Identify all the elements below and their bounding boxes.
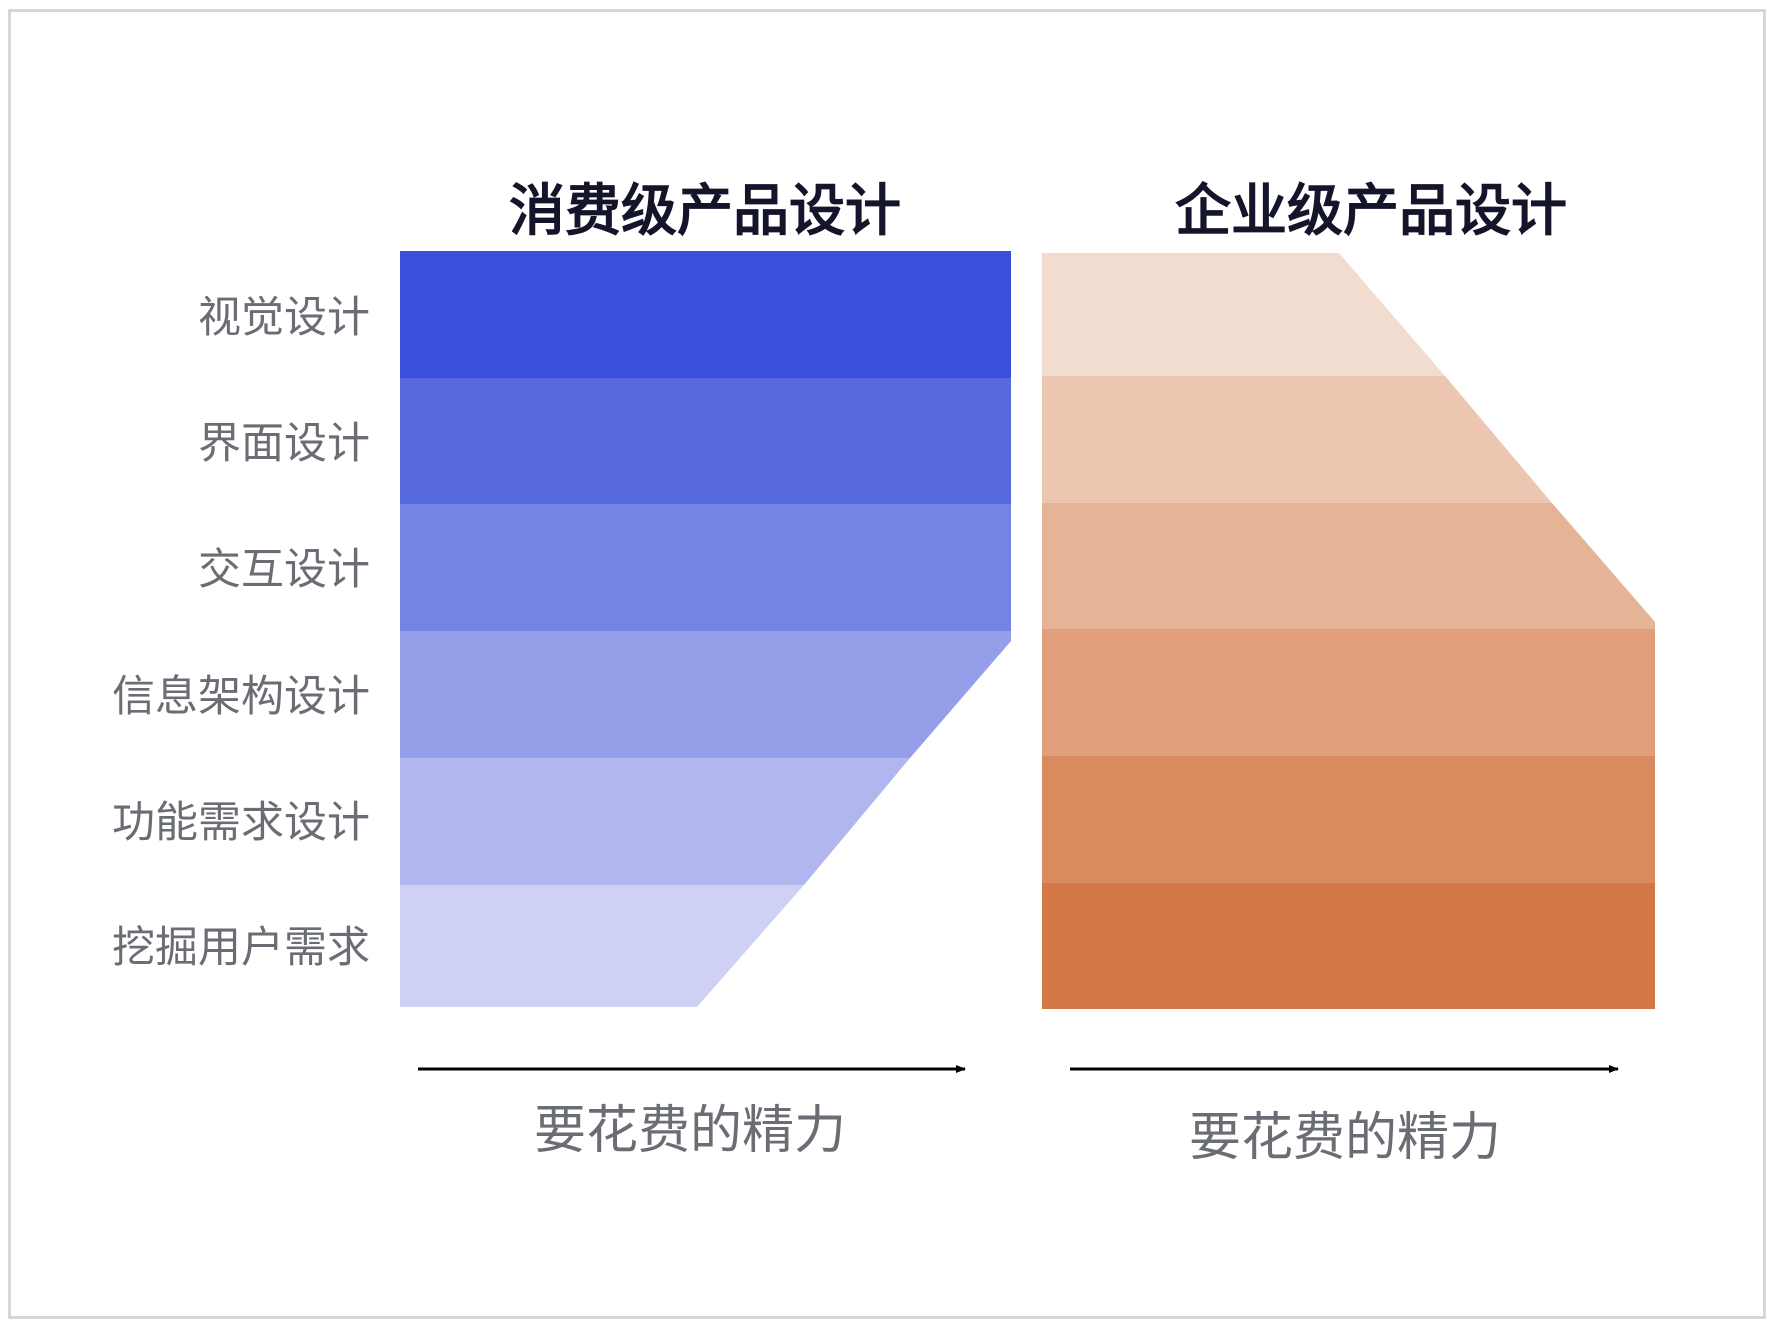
consumer-band-ui-design: [400, 378, 1011, 504]
enterprise-band-ui-design: [1042, 376, 1552, 503]
enterprise-axis-label: 要花费的精力: [1189, 1108, 1501, 1168]
enterprise-band-information-architecture: [1042, 629, 1655, 756]
consumer-panel: 消费级产品设计 要花费的精力: [400, 179, 1011, 1161]
consumer-axis-label: 要花费的精力: [534, 1101, 846, 1161]
row-label-user-needs: 挖掘用户需求: [112, 923, 370, 973]
row-label-functional-requirements: 功能需求设计: [112, 798, 370, 848]
enterprise-panel-title: 企业级产品设计: [1175, 179, 1567, 244]
consumer-band-user-needs: [400, 885, 804, 1007]
enterprise-band-functional-requirements: [1042, 756, 1655, 883]
row-label-visual-design: 视觉设计: [198, 293, 370, 343]
row-labels: 视觉设计 界面设计 交互设计 信息架构设计 功能需求设计 挖掘用户需求: [112, 293, 370, 973]
enterprise-band-user-needs: [1042, 883, 1655, 1009]
row-label-information-architecture: 信息架构设计: [112, 672, 370, 722]
row-label-interaction-design: 交互设计: [198, 545, 370, 595]
consumer-band-interaction-design: [400, 504, 1011, 631]
consumer-panel-title: 消费级产品设计: [509, 179, 901, 244]
enterprise-band-interaction-design: [1042, 503, 1655, 629]
consumer-band-functional-requirements: [400, 758, 910, 885]
row-label-ui-design: 界面设计: [198, 419, 370, 469]
consumer-band-visual-design: [400, 251, 1011, 378]
enterprise-panel: 企业级产品设计 要花费的精力: [1042, 179, 1655, 1168]
enterprise-band-visual-design: [1042, 253, 1445, 376]
consumer-band-information-architecture: [400, 631, 1011, 758]
